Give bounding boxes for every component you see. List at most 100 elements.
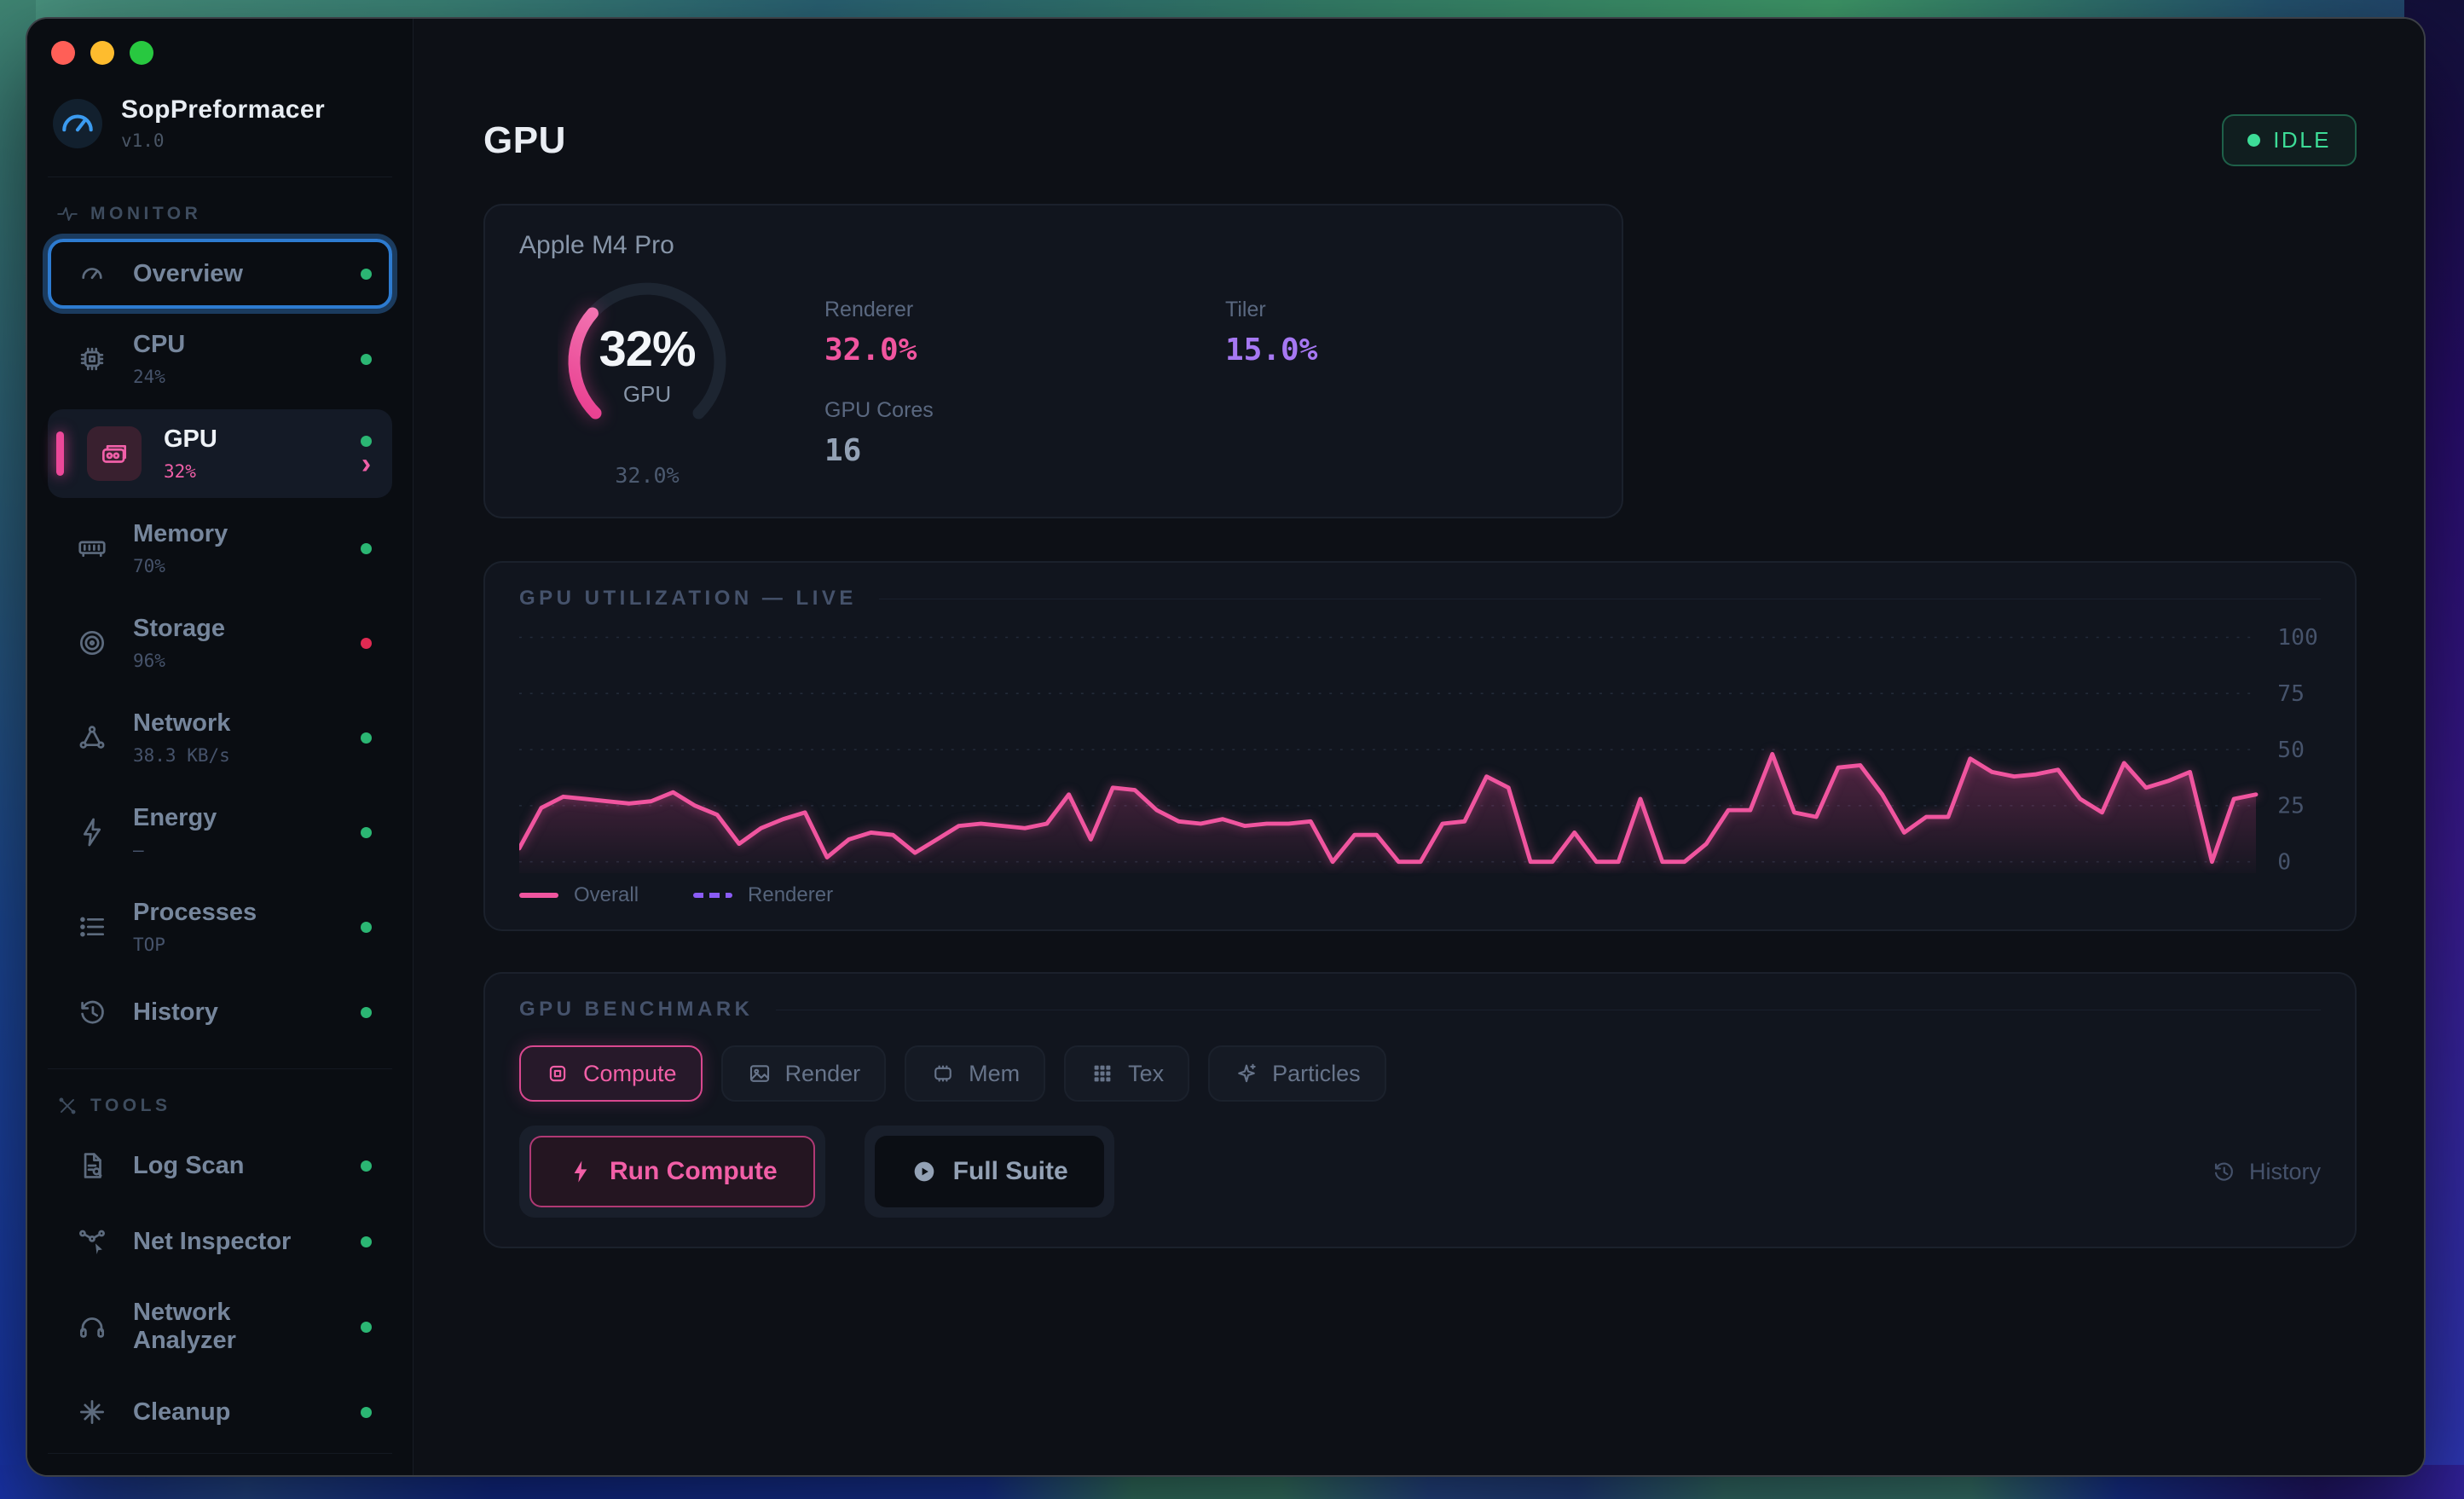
status-dot — [361, 826, 372, 838]
section-header-monitor: MONITOR — [56, 203, 384, 225]
stat-renderer: Renderer 32.0% — [824, 298, 1225, 368]
sidebar-item-label: Network Analyzer — [133, 1299, 236, 1354]
sidebar-item-log-scan[interactable]: Log Scan — [48, 1131, 392, 1201]
benchmark-history-link[interactable]: History — [2211, 1159, 2321, 1185]
app-brand: SopPreformacer v1.0 — [48, 95, 392, 177]
sidebar-item-sublabel: – — [133, 840, 144, 860]
y-axis-label: 0 — [2277, 850, 2291, 876]
benchmark-tab-particles[interactable]: Particles — [1208, 1045, 1386, 1102]
gauge-caption: GPU — [622, 381, 672, 407]
sidebar-item-label: Storage — [133, 615, 225, 642]
status-dot — [361, 268, 372, 280]
log-icon — [73, 1147, 111, 1184]
sidebar-item-label: History — [133, 998, 218, 1026]
tools-section: TOOLS Log Scan Net Inspector Network Ana… — [48, 1068, 392, 1453]
tab-label: Tex — [1128, 1060, 1165, 1086]
benchmark-tabs: Compute Render Mem Tex Particles — [519, 1045, 2321, 1102]
sidebar-item-history[interactable]: History — [48, 977, 392, 1047]
gpu-utilization-card: GPU UTILIZATION — LIVE 0 25 50 75 100 Overal… — [483, 561, 2357, 931]
status-dot — [361, 921, 372, 933]
image-icon — [747, 1061, 772, 1086]
sidebar-item-cleanup[interactable]: Cleanup — [48, 1377, 392, 1447]
sidebar-item-processes[interactable]: Processes TOP — [48, 883, 392, 971]
solid-line-swatch — [519, 893, 558, 898]
gpu-stats: Renderer 32.0% GPU Cores 16 Tiler 15.0% — [824, 272, 1588, 488]
gpu-icon — [87, 426, 142, 481]
gauge-value: 32% — [599, 321, 696, 377]
analyzer-icon — [73, 1308, 111, 1346]
tools-icon — [56, 1095, 78, 1117]
bolt-icon — [567, 1158, 594, 1185]
benchmark-tab-compute[interactable]: Compute — [519, 1045, 703, 1102]
benchmark-actions: Run Compute Full Suite History — [519, 1126, 2321, 1218]
status-dot — [361, 1406, 372, 1418]
section-label: MONITOR — [90, 204, 202, 223]
sidebar-item-overview[interactable]: Overview — [48, 239, 392, 309]
sidebar-item-label: Cleanup — [133, 1398, 231, 1426]
sidebar-item-net-inspector[interactable]: Net Inspector — [48, 1207, 392, 1276]
overall-line — [519, 751, 2259, 865]
full-suite-button[interactable]: Full Suite — [874, 1136, 1104, 1207]
memory-icon — [73, 530, 111, 567]
chevron-right-icon: › — [361, 447, 372, 480]
sidebar-item-network[interactable]: Network 38.3 KB/s — [48, 693, 392, 782]
gauge-icon — [53, 98, 102, 148]
legend-item-renderer: Renderer — [693, 883, 833, 907]
stat-value: 15.0% — [1225, 333, 1318, 368]
gauge-footnote: 32.0% — [615, 463, 680, 488]
sidebar-item-storage[interactable]: Storage 96% — [48, 599, 392, 687]
tab-label: Compute — [583, 1060, 677, 1086]
stat-label: Renderer — [824, 298, 914, 321]
sparkle-icon — [73, 1393, 111, 1431]
sidebar-item-label: Memory — [133, 520, 228, 547]
sidebar-item-energy[interactable]: Energy – — [48, 788, 392, 877]
energy-icon — [73, 813, 111, 851]
status-badge-label: IDLE — [2273, 127, 2331, 153]
section-label: TOOLS — [90, 1096, 171, 1115]
tab-label: Particles — [1272, 1060, 1361, 1086]
status-dot — [361, 1236, 372, 1247]
status-dot-icon — [2247, 134, 2261, 147]
cpu-icon — [73, 340, 111, 378]
net-inspector-icon — [73, 1223, 111, 1260]
minimize-button[interactable] — [90, 41, 114, 65]
status-dot — [361, 435, 372, 447]
history-label: History — [2248, 1158, 2321, 1184]
sidebar-item-gpu[interactable]: GPU 32% › — [48, 409, 392, 498]
chip-icon — [545, 1061, 570, 1086]
gpu-name: Apple M4 Pro — [519, 231, 674, 259]
sidebar-item-label: CPU — [133, 331, 186, 358]
legend-item-overall: Overall — [519, 883, 639, 907]
dashed-line-swatch — [693, 893, 733, 898]
legend-label: Renderer — [748, 883, 834, 906]
run-compute-button[interactable]: Run Compute — [529, 1136, 815, 1207]
stat-label: GPU Cores — [824, 398, 934, 422]
gpu-info-card: Apple M4 Pro — [483, 204, 1623, 518]
clock-history-icon — [2211, 1159, 2236, 1184]
processes-icon — [73, 908, 111, 946]
close-button[interactable] — [51, 41, 75, 65]
benchmark-tab-mem[interactable]: Mem — [905, 1045, 1046, 1102]
gpu-benchmark-card: GPU BENCHMARK Compute Render Mem Tex Par… — [483, 972, 2357, 1248]
monitor-nav: Overview CPU 24% GPU 32% › — [48, 239, 392, 1053]
sidebar-item-label: Energy — [133, 804, 217, 831]
benchmark-tab-tex[interactable]: Tex — [1064, 1045, 1190, 1102]
tab-label: Render — [784, 1060, 861, 1086]
sidebar-item-label: Network — [133, 709, 231, 737]
activity-icon — [56, 203, 78, 225]
stat-value: 32.0% — [824, 333, 917, 368]
network-icon — [73, 719, 111, 756]
sidebar-item-memory[interactable]: Memory 70% — [48, 504, 392, 593]
history-icon — [73, 993, 111, 1031]
sidebar-item-cpu[interactable]: CPU 24% — [48, 315, 392, 403]
sidebar-footer: by Sopee sopthedrone.com — [48, 1453, 392, 1475]
sidebar-item-network-analyzer[interactable]: Network Analyzer — [48, 1282, 392, 1371]
particles-icon — [1234, 1061, 1259, 1086]
main-content: GPU IDLE Apple M4 Pro — [414, 19, 2424, 1475]
stat-gpu-cores: GPU Cores 16 — [824, 398, 1225, 468]
gauge-icon — [73, 255, 111, 292]
mem-icon — [930, 1061, 956, 1086]
zoom-button[interactable] — [130, 41, 153, 65]
benchmark-tab-render[interactable]: Render — [720, 1045, 887, 1102]
tab-label: Mem — [969, 1060, 1021, 1086]
